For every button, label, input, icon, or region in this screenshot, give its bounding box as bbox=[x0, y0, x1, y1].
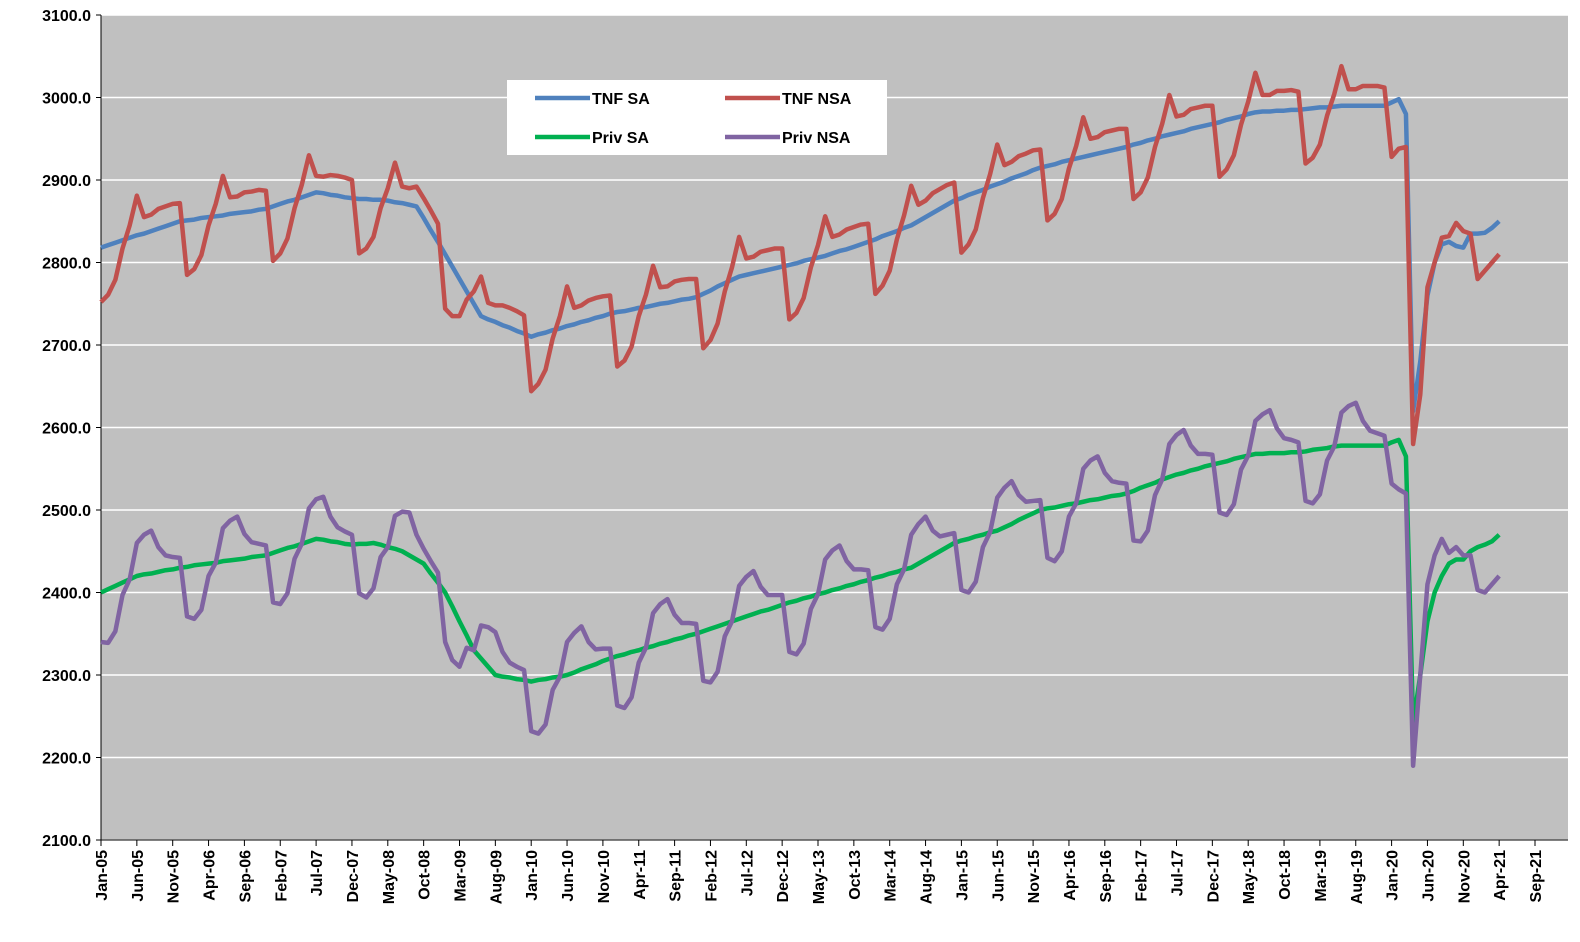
legend-label: Priv SA bbox=[592, 130, 649, 147]
x-tick-label: Aug-19 bbox=[1349, 850, 1366, 904]
legend-label: TNF NSA bbox=[782, 91, 852, 108]
x-tick-label: Apr-21 bbox=[1492, 850, 1509, 901]
y-tick-label: 2700.0 bbox=[42, 338, 91, 355]
legend-label: Priv NSA bbox=[782, 130, 851, 147]
x-tick-label: Jan-15 bbox=[954, 850, 971, 901]
x-tick-label: Jan-20 bbox=[1385, 850, 1402, 901]
x-tick-label: Nov-05 bbox=[166, 850, 183, 903]
x-tick-label: Aug-09 bbox=[488, 850, 505, 904]
y-tick-label: 2400.0 bbox=[42, 586, 91, 603]
x-tick-label: Sep-21 bbox=[1528, 850, 1545, 903]
x-tick-label: Sep-16 bbox=[1098, 850, 1115, 903]
x-tick-label: Jan-05 bbox=[94, 850, 111, 901]
x-tick-label: Mar-19 bbox=[1313, 850, 1330, 902]
x-tick-label: Nov-15 bbox=[1026, 850, 1043, 903]
y-tick-label: 2900.0 bbox=[42, 173, 91, 190]
x-tick-label: Jun-05 bbox=[130, 850, 147, 902]
x-tick-label: Dec-12 bbox=[775, 850, 792, 903]
x-tick-label: Oct-08 bbox=[417, 850, 434, 900]
x-tick-label: Mar-14 bbox=[883, 850, 900, 902]
x-tick-label: Feb-12 bbox=[703, 850, 720, 902]
x-tick-label: Jun-15 bbox=[990, 850, 1007, 902]
series-line bbox=[100, 437, 1501, 727]
y-tick-label: 2800.0 bbox=[42, 256, 91, 273]
x-tick-label: Jul-12 bbox=[739, 850, 756, 896]
x-tick-label: Jun-20 bbox=[1420, 850, 1437, 902]
y-tick-label: 2200.0 bbox=[42, 751, 91, 768]
x-tick-label: Sep-11 bbox=[668, 850, 685, 902]
y-tick-label: 2600.0 bbox=[42, 421, 91, 438]
x-tick-label: Sep-06 bbox=[237, 850, 254, 903]
legend-label: TNF SA bbox=[592, 91, 650, 108]
x-tick-label: Dec-07 bbox=[345, 850, 362, 903]
x-tick-label: Jun-10 bbox=[560, 850, 577, 902]
y-tick-label: 3100.0 bbox=[42, 8, 91, 25]
x-tick-label: Oct-13 bbox=[847, 850, 864, 900]
x-tick-label: May-18 bbox=[1241, 850, 1258, 904]
x-tick-label: Nov-20 bbox=[1456, 850, 1473, 903]
x-tick-label: Oct-18 bbox=[1277, 850, 1294, 900]
series-line bbox=[99, 63, 1501, 447]
x-tick-label: Feb-17 bbox=[1134, 850, 1151, 902]
x-tick-label: Aug-14 bbox=[919, 850, 936, 904]
x-tick-label: May-13 bbox=[811, 850, 828, 904]
x-tick-label: Jan-10 bbox=[524, 850, 541, 901]
x-tick-label: Jul-17 bbox=[1170, 850, 1187, 896]
legend-box bbox=[507, 80, 887, 155]
y-tick-label: 2500.0 bbox=[42, 503, 91, 520]
x-tick-label: Apr-16 bbox=[1062, 850, 1079, 901]
x-tick-label: Apr-11 bbox=[632, 850, 649, 900]
series-line bbox=[100, 96, 1501, 414]
x-tick-label: Dec-17 bbox=[1205, 850, 1222, 903]
x-tick-label: Mar-09 bbox=[453, 850, 470, 902]
x-tick-label: Jul-07 bbox=[309, 850, 326, 896]
x-tick-label: May-08 bbox=[381, 850, 398, 904]
x-tick-label: Feb-07 bbox=[273, 850, 290, 902]
series-line bbox=[100, 400, 1501, 768]
y-tick-label: 2100.0 bbox=[42, 833, 91, 850]
y-tick-label: 3000.0 bbox=[42, 91, 91, 108]
y-tick-label: 2300.0 bbox=[42, 668, 91, 685]
x-tick-label: Apr-06 bbox=[202, 850, 219, 901]
x-tick-label: Nov-10 bbox=[596, 850, 613, 903]
